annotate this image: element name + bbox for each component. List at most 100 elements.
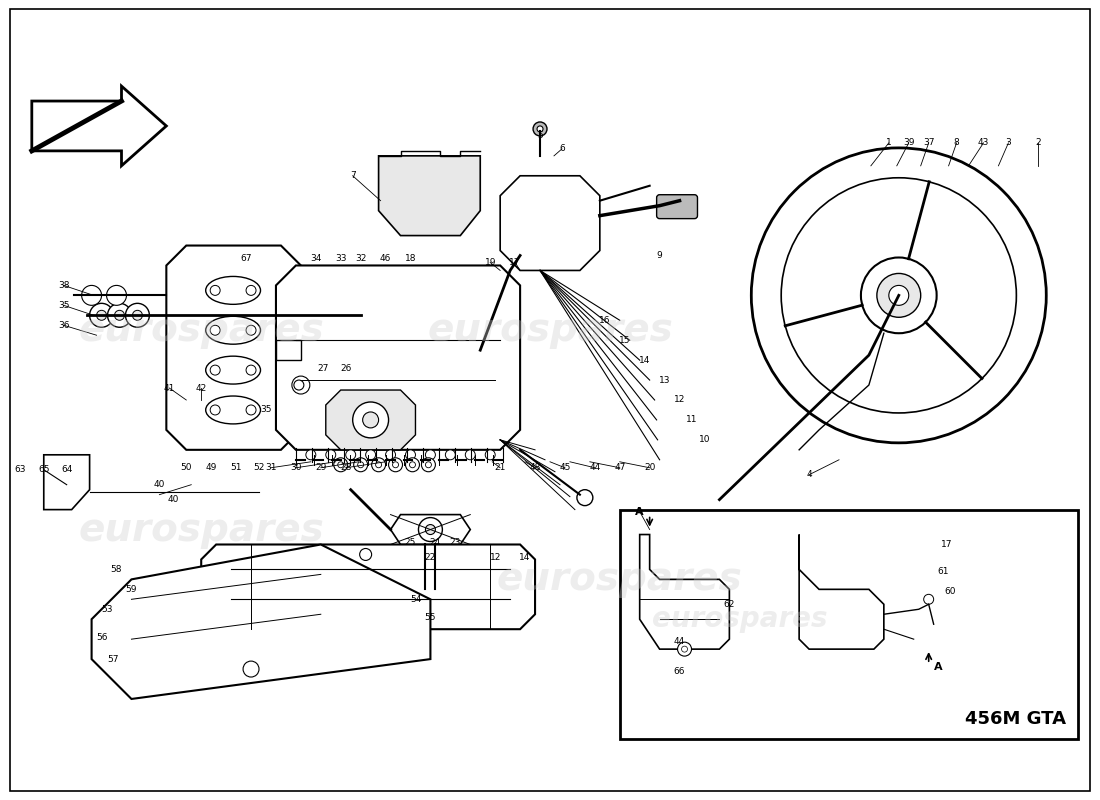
Circle shape <box>861 258 937 334</box>
Circle shape <box>345 450 355 460</box>
Circle shape <box>114 310 124 320</box>
Text: eurospares: eurospares <box>78 311 324 350</box>
Circle shape <box>210 405 220 415</box>
Text: 20: 20 <box>644 463 656 472</box>
Circle shape <box>292 376 310 394</box>
Circle shape <box>446 450 455 460</box>
Text: 14: 14 <box>519 553 531 562</box>
Text: 17: 17 <box>509 258 521 267</box>
Text: 3: 3 <box>1005 138 1011 147</box>
Circle shape <box>409 462 416 468</box>
Circle shape <box>682 646 688 652</box>
Circle shape <box>751 148 1046 443</box>
Text: 66: 66 <box>674 666 685 675</box>
Circle shape <box>326 450 336 460</box>
Polygon shape <box>390 514 471 545</box>
Circle shape <box>393 462 398 468</box>
Text: 42: 42 <box>196 383 207 393</box>
Polygon shape <box>640 534 729 649</box>
Polygon shape <box>276 266 520 450</box>
Text: 27: 27 <box>317 364 329 373</box>
Circle shape <box>537 126 543 132</box>
Circle shape <box>246 365 256 375</box>
Circle shape <box>406 450 416 460</box>
Text: 38: 38 <box>58 281 69 290</box>
Text: A: A <box>636 506 644 517</box>
Text: 58: 58 <box>111 565 122 574</box>
Text: 40: 40 <box>167 495 179 504</box>
Circle shape <box>388 458 403 472</box>
Circle shape <box>287 334 315 362</box>
Text: 23: 23 <box>450 538 461 547</box>
Text: 18: 18 <box>405 254 416 263</box>
Text: 59: 59 <box>125 585 138 594</box>
Circle shape <box>576 490 593 506</box>
Circle shape <box>889 286 909 306</box>
Circle shape <box>243 661 258 677</box>
Text: 14: 14 <box>639 356 650 365</box>
Circle shape <box>97 310 107 320</box>
Circle shape <box>353 402 388 438</box>
Text: 43: 43 <box>978 138 989 147</box>
Polygon shape <box>201 545 535 630</box>
Text: 1: 1 <box>886 138 892 147</box>
Circle shape <box>125 303 150 327</box>
Circle shape <box>246 405 256 415</box>
Text: 33: 33 <box>336 254 346 263</box>
Circle shape <box>294 380 304 390</box>
Circle shape <box>421 458 436 472</box>
Text: 10: 10 <box>698 435 711 444</box>
Ellipse shape <box>206 277 261 304</box>
Text: A: A <box>934 662 943 672</box>
Text: 29: 29 <box>315 463 327 472</box>
Text: 2: 2 <box>1035 138 1041 147</box>
Circle shape <box>534 122 547 136</box>
Polygon shape <box>500 176 600 270</box>
Text: 36: 36 <box>58 321 69 330</box>
Text: 34: 34 <box>310 254 321 263</box>
Circle shape <box>924 594 934 604</box>
Circle shape <box>295 342 307 354</box>
Circle shape <box>465 450 475 460</box>
Circle shape <box>246 326 256 335</box>
Text: 44: 44 <box>590 463 601 472</box>
Text: 25: 25 <box>405 538 416 547</box>
Text: 63: 63 <box>14 466 25 474</box>
Circle shape <box>426 462 431 468</box>
Text: 32: 32 <box>355 254 366 263</box>
Text: 39: 39 <box>903 138 914 147</box>
Text: 21: 21 <box>495 463 506 472</box>
Text: 61: 61 <box>937 567 948 576</box>
Ellipse shape <box>206 316 261 344</box>
Circle shape <box>81 286 101 306</box>
Circle shape <box>210 326 220 335</box>
Polygon shape <box>378 156 481 235</box>
Text: 50: 50 <box>180 463 192 472</box>
Circle shape <box>358 462 364 468</box>
Text: 15: 15 <box>619 336 630 345</box>
Polygon shape <box>799 534 883 649</box>
Text: 52: 52 <box>253 463 265 472</box>
Circle shape <box>246 286 256 295</box>
Bar <box>619 510 1078 739</box>
Circle shape <box>210 286 220 295</box>
Text: eurospares: eurospares <box>78 510 324 549</box>
Text: 6: 6 <box>559 144 564 154</box>
Polygon shape <box>44 455 89 510</box>
Circle shape <box>372 458 386 472</box>
Polygon shape <box>276 340 301 360</box>
Circle shape <box>132 310 142 320</box>
Text: 46: 46 <box>379 254 392 263</box>
Text: 55: 55 <box>425 613 437 622</box>
Circle shape <box>877 274 921 318</box>
Text: 19: 19 <box>484 258 496 267</box>
Circle shape <box>426 525 436 534</box>
Text: 54: 54 <box>410 595 421 604</box>
Text: eurospares: eurospares <box>497 560 742 598</box>
Text: 40: 40 <box>154 480 165 490</box>
Circle shape <box>338 462 343 468</box>
Text: 456M GTA: 456M GTA <box>965 710 1066 728</box>
Polygon shape <box>326 390 416 450</box>
Text: 44: 44 <box>674 637 685 646</box>
Text: 35: 35 <box>58 301 69 310</box>
